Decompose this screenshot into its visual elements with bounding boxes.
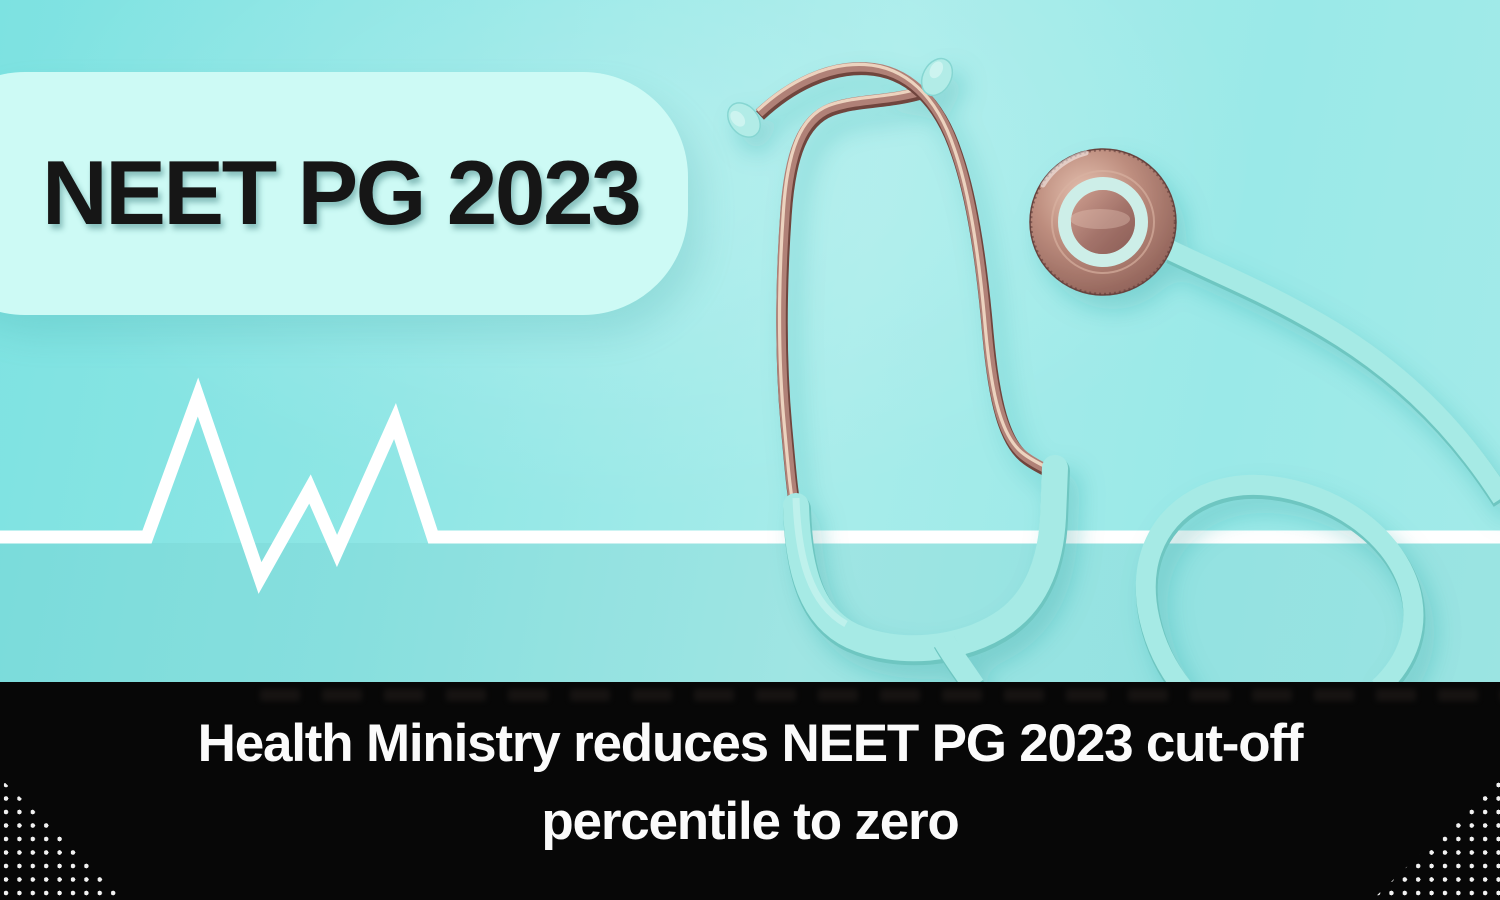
tubing-loop	[1135, 474, 1426, 700]
badge-title-text: NEET PG 2023	[42, 142, 642, 244]
headline-band: Health Ministry reduces NEET PG 2023 cut…	[0, 682, 1500, 900]
stethoscope-icon	[726, 57, 1500, 700]
ecg-heartbeat-line-icon	[0, 377, 1500, 594]
ear-tips-icon	[726, 57, 954, 138]
metal-tube-right	[776, 85, 927, 524]
headline-line-1: Health Ministry reduces NEET PG 2023 cut…	[197, 714, 1304, 773]
metal-tube-left	[755, 62, 1061, 482]
headline-text: Health Ministry reduces NEET PG 2023 cut…	[0, 705, 1500, 861]
below-line-shade	[0, 543, 1500, 682]
headline-line-2: percentile to zero	[541, 792, 959, 851]
chestpiece-cable	[1138, 231, 1500, 507]
band-top-artifact	[260, 689, 1500, 701]
title-badge: NEET PG 2023	[0, 72, 688, 315]
chest-piece-icon	[1029, 148, 1177, 296]
